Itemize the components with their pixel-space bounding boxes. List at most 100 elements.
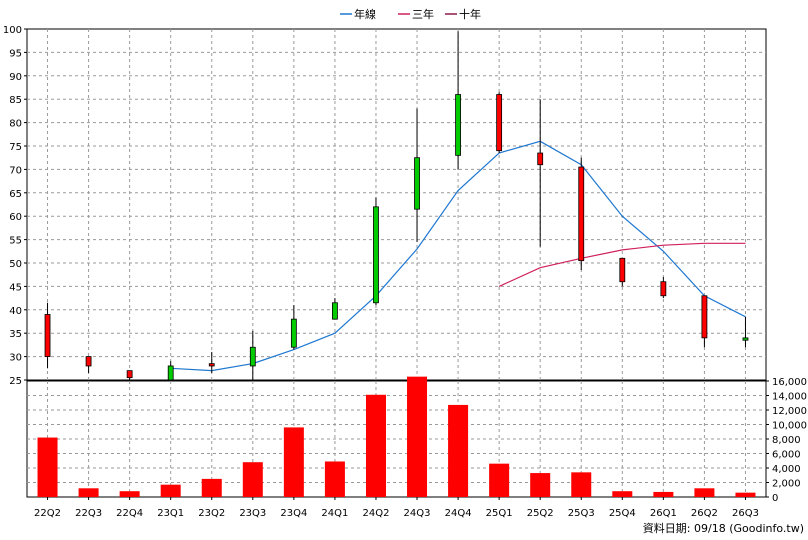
candle-body (85, 356, 92, 367)
volume-bar (571, 472, 592, 497)
price-plot-frame (26, 28, 767, 381)
volume-bar (160, 484, 181, 497)
chart-legend: 年線 三年 十年 (340, 7, 481, 21)
x-tick-label: 24Q2 (362, 508, 389, 519)
candle-body (290, 318, 297, 348)
candle-body (332, 302, 338, 320)
candle-body (660, 281, 667, 297)
candle-body (44, 314, 51, 358)
volume-bar (612, 491, 633, 497)
candle (414, 108, 420, 242)
volume-bar (407, 376, 428, 497)
price-tick-label: 80 (9, 119, 22, 130)
volume-bar (735, 492, 756, 497)
price-tick-label: 35 (9, 329, 22, 340)
legend-label-2: 三年 (412, 7, 434, 21)
candle (537, 99, 544, 247)
candle (742, 316, 749, 348)
candle-body (455, 94, 461, 156)
x-tick-label: 24Q3 (404, 508, 431, 519)
candle (455, 31, 461, 170)
x-tick-label: 22Q2 (34, 508, 61, 519)
candle-body (373, 206, 379, 304)
volume-tick-label: 12,000 (772, 406, 807, 417)
candle (373, 197, 379, 306)
candle-body (619, 257, 626, 283)
legend-label-3: 十年 (459, 7, 481, 21)
x-tick-label: 26Q1 (650, 508, 677, 519)
volume-tick-label: 4,000 (772, 464, 801, 475)
x-axis: 22Q2 22Q3 22Q4 23Q1 23Q2 23Q3 23Q4 24Q1 24Q2 24Q3… (34, 497, 759, 519)
price-tick-label: 95 (9, 48, 22, 59)
volume-bar (530, 473, 551, 497)
price-tick-label: 65 (9, 189, 22, 200)
x-tick-label: 25Q2 (527, 508, 554, 519)
price-tick-label: 45 (9, 282, 22, 293)
x-tick-label: 24Q4 (445, 508, 472, 519)
volume-tick-label: 14,000 (772, 392, 807, 403)
x-tick-label: 23Q4 (280, 508, 307, 519)
price-tick-label: 75 (9, 142, 22, 153)
candle (701, 295, 708, 348)
candle (332, 298, 338, 320)
x-tick-label: 25Q4 (609, 508, 636, 519)
volume-tick-label: 2,000 (772, 479, 801, 490)
price-tick-label: 70 (9, 165, 22, 176)
volume-tick-label: 6,000 (772, 450, 801, 461)
price-tick-label: 50 (9, 259, 22, 270)
volume-bar (78, 488, 99, 497)
candle (660, 277, 667, 299)
volume-bar (694, 488, 715, 497)
volume-bar (489, 463, 510, 497)
series-line-three-year (498, 242, 746, 287)
price-tick-label: 40 (9, 306, 22, 317)
candle-body (208, 363, 215, 367)
candle (496, 92, 503, 154)
volume-bar (448, 404, 469, 497)
candle (85, 356, 92, 373)
candle-body (414, 157, 420, 210)
candle (208, 351, 215, 373)
price-tick-label: 90 (9, 72, 22, 83)
candle-body (701, 295, 708, 339)
volume-tick-label: 10,000 (772, 421, 807, 432)
series-line-annual (170, 140, 746, 372)
price-tick-label: 60 (9, 212, 22, 223)
legend-label-1: 年線 (354, 7, 376, 21)
volume-plot-frame (26, 380, 767, 498)
price-tick-label: 55 (9, 236, 22, 247)
volume-bar (653, 491, 674, 497)
candle-body (126, 370, 133, 379)
candle (290, 305, 297, 350)
volume-bar (201, 478, 222, 497)
x-tick-label: 24Q1 (321, 508, 348, 519)
price-tick-label: 30 (9, 353, 22, 364)
candle-body (578, 166, 585, 262)
x-tick-label: 26Q2 (691, 508, 718, 519)
volume-tick-label: 16,000 (772, 377, 807, 388)
volume-bar (365, 394, 386, 497)
candle (44, 302, 51, 369)
candle (249, 330, 256, 380)
candle-body (496, 94, 503, 152)
price-tick-label: 100 (3, 25, 22, 36)
x-tick-label: 25Q3 (568, 508, 595, 519)
volume-panel: 0 2,000 4,000 6,000 8,000 10,000 12,000 14,000 1… (26, 376, 807, 504)
volume-bar (283, 427, 304, 497)
x-tick-label: 23Q3 (239, 508, 266, 519)
volume-bar (37, 437, 58, 497)
x-tick-label: 23Q2 (198, 508, 225, 519)
volume-tick-label: 8,000 (772, 435, 801, 446)
x-tick-label: 22Q3 (75, 508, 102, 519)
candle-body (537, 152, 544, 166)
candle (578, 157, 585, 271)
candle (126, 370, 133, 383)
candle-body (167, 365, 174, 381)
candle-body (249, 346, 256, 367)
volume-bar (242, 462, 263, 497)
price-tick-label: 25 (9, 376, 22, 387)
price-tick-label: 85 (9, 95, 22, 106)
data-date-footer: 資料日期: 09/18 (Goodinfo.tw) (643, 521, 804, 535)
volume-bar (119, 491, 140, 497)
